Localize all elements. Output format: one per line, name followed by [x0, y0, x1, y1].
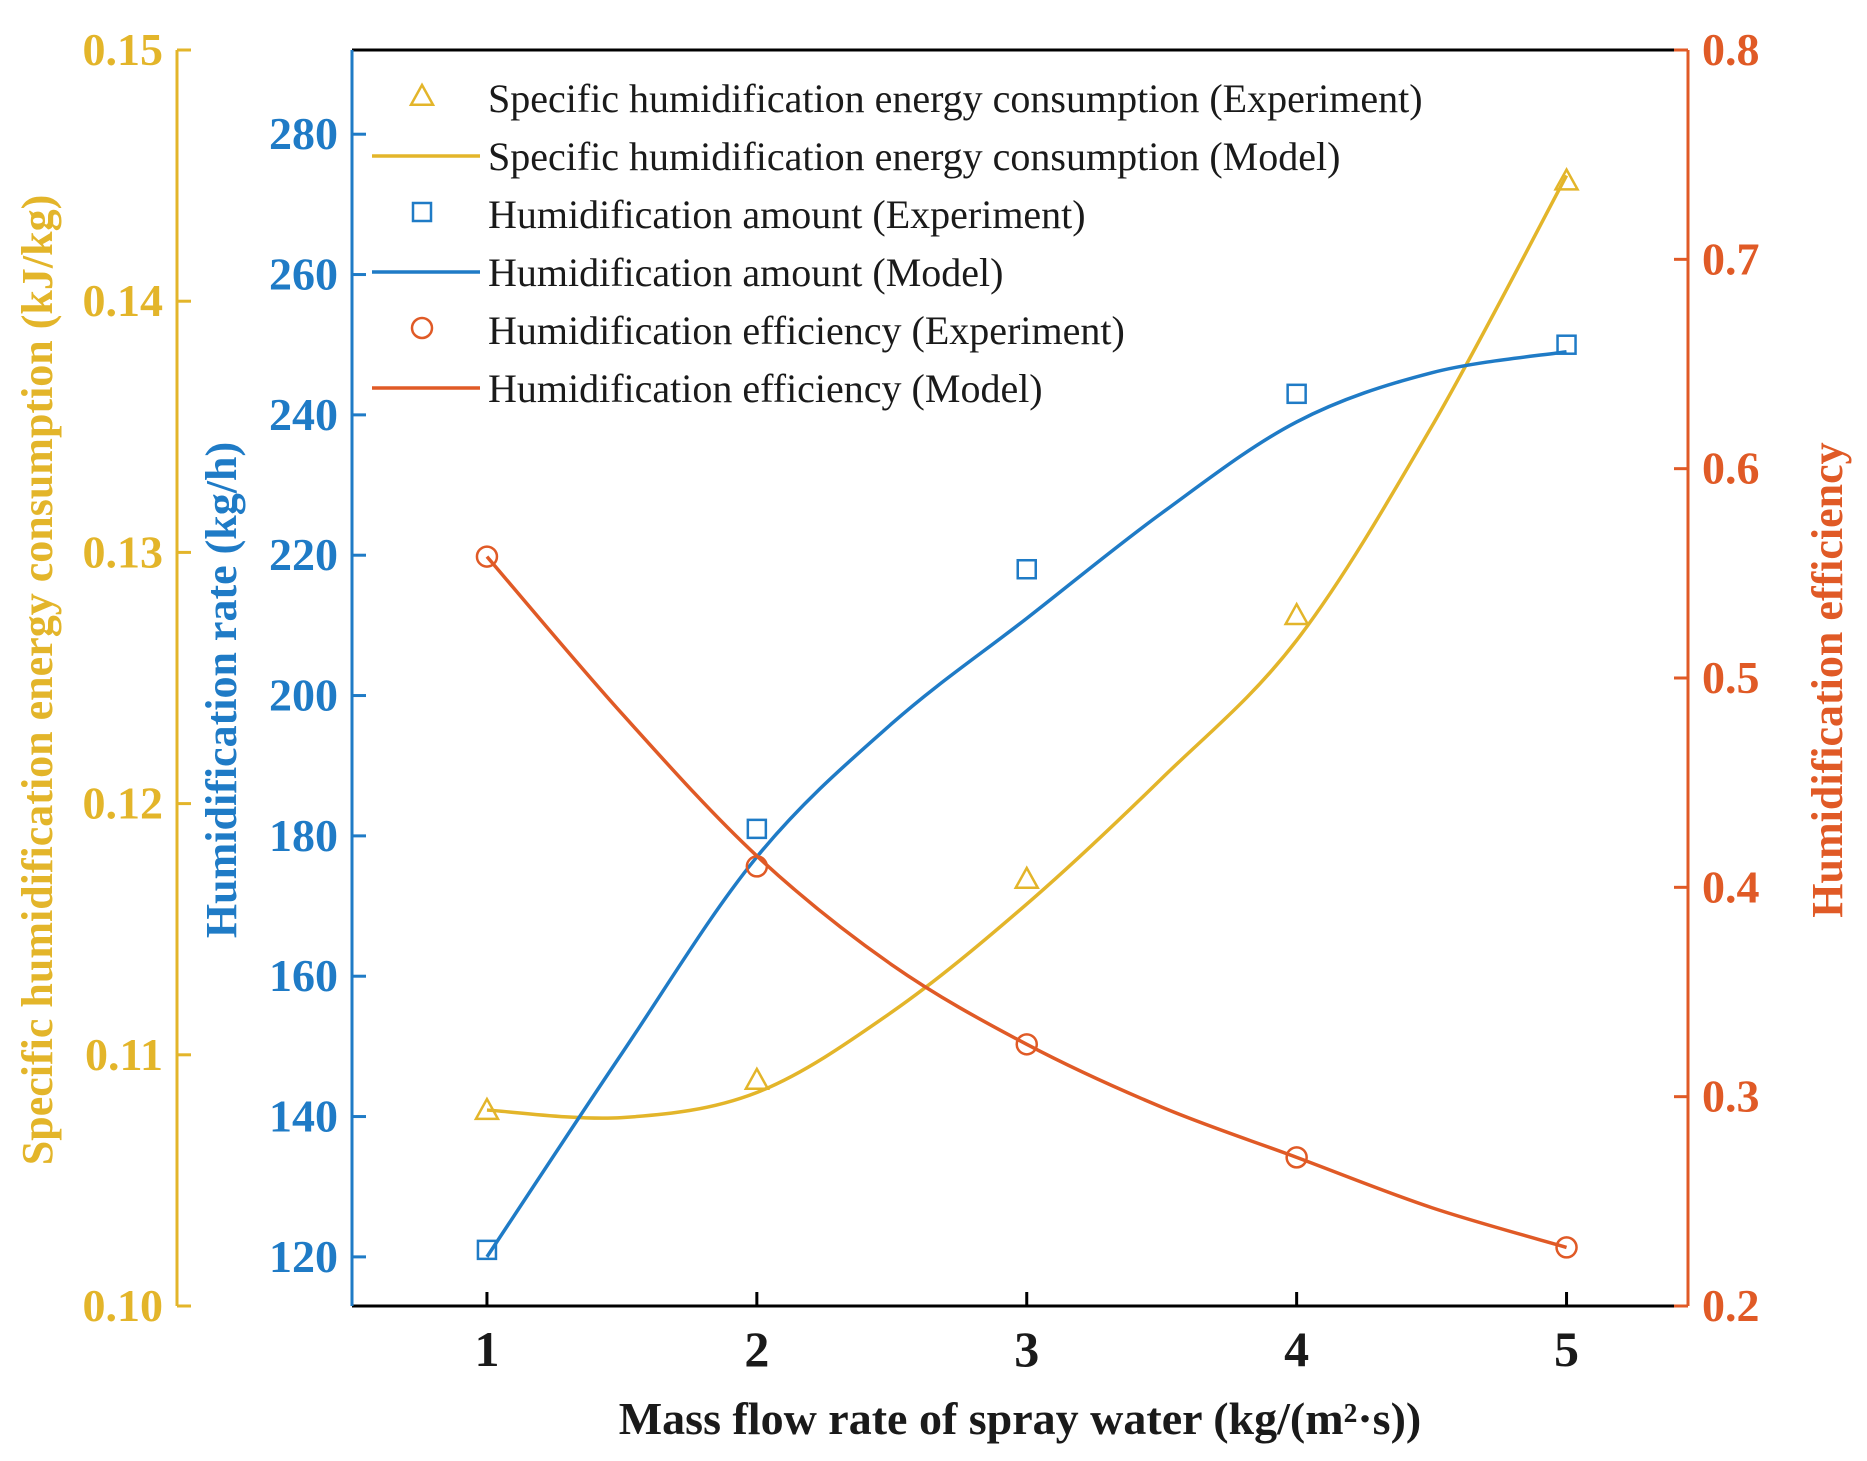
data-point — [476, 1239, 498, 1261]
left-outer-tick-label: 0.10 — [83, 1280, 164, 1331]
data-point — [475, 545, 499, 568]
left-inner-tick-label: 260 — [269, 249, 338, 300]
x-tick-label: 2 — [744, 1321, 769, 1377]
data-point — [1556, 334, 1577, 355]
left-outer-tick-label: 0.13 — [83, 526, 164, 577]
data-point — [1286, 383, 1307, 405]
legend-label: Specific humidification energy consumpti… — [488, 76, 1423, 121]
left-outer-axis-title: Specific humidification energy consumpti… — [13, 195, 62, 1166]
left-outer-tick-label: 0.11 — [85, 1029, 163, 1080]
series-layer — [473, 167, 1580, 1261]
legend-label: Humidification amount (Experiment) — [488, 192, 1086, 237]
x-ticks: 1 2 3 4 5 — [474, 1292, 1579, 1377]
right-ticks: 0.2 0.3 0.4 0.5 0.6 0.7 0.8 — [1674, 24, 1760, 1331]
left-outer-tick-label: 0.12 — [83, 778, 164, 829]
left-outer-tick-label: 0.15 — [83, 24, 164, 75]
left-inner-tick-label: 240 — [269, 389, 338, 440]
left-inner-tick-label: 200 — [269, 670, 338, 721]
x-tick-label: 1 — [474, 1321, 499, 1377]
left-inner-tick-label: 180 — [269, 810, 338, 861]
right-tick-label: 0.8 — [1702, 24, 1760, 75]
data-point — [1016, 558, 1037, 580]
right-tick-label: 0.7 — [1702, 233, 1760, 284]
legend-label: Humidification efficiency (Experiment) — [488, 308, 1125, 353]
right-tick-label: 0.4 — [1702, 861, 1760, 912]
right-axis-title: Humidification efficiency — [1803, 442, 1852, 917]
data-point — [1015, 1033, 1038, 1056]
data-point — [743, 1066, 770, 1090]
series-specific-humidification-energy-consumption-model — [486, 174, 1569, 1120]
data-point — [1285, 1146, 1308, 1169]
right-tick-label: 0.6 — [1702, 443, 1760, 494]
series-line — [486, 174, 1569, 1120]
left-outer-ticks: 0.10 0.11 0.12 0.13 0.14 0.15 — [83, 24, 191, 1331]
legend-label: Humidification amount (Model) — [488, 250, 1003, 295]
series-humidification-efficiency-model — [485, 555, 1568, 1250]
series-humidification-amount-experiment — [476, 334, 1577, 1261]
left-inner-tick-label: 160 — [269, 950, 338, 1001]
right-tick-label: 0.2 — [1702, 1280, 1760, 1331]
left-inner-axis-title: Humidification rate (kg/h) — [197, 442, 246, 938]
series-line — [485, 555, 1568, 1250]
left-inner-tick-label: 140 — [269, 1091, 338, 1142]
series-line — [485, 349, 1567, 1258]
left-inner-tick-label: 220 — [269, 529, 338, 580]
left-outer-tick-label: 0.14 — [83, 275, 164, 326]
x-tick-label: 5 — [1554, 1321, 1579, 1377]
data-point — [1553, 167, 1580, 191]
legend: Specific humidification energy consumpti… — [372, 76, 1423, 411]
data-point — [1013, 865, 1040, 890]
x-tick-label: 4 — [1284, 1321, 1309, 1377]
left-inner-tick-label: 280 — [269, 108, 338, 159]
data-point — [1283, 601, 1310, 626]
legend-label: Specific humidification energy consumpti… — [488, 134, 1340, 179]
legend-label: Humidification efficiency (Model) — [488, 366, 1043, 411]
left-inner-tick-label: 120 — [269, 1231, 338, 1282]
right-tick-label: 0.5 — [1702, 652, 1760, 703]
legend-marker-swatch — [411, 201, 433, 223]
data-point — [1555, 1236, 1578, 1259]
left-inner-ticks: 120 140 160 180 200 220 240 260 280 — [269, 108, 366, 1282]
series-humidification-amount-model — [485, 349, 1567, 1258]
x-tick-label: 3 — [1014, 1321, 1039, 1377]
legend-marker-swatch — [410, 316, 434, 340]
right-tick-label: 0.3 — [1702, 1071, 1760, 1122]
x-axis-title: Mass flow rate of spray water (kg/(m²·s)… — [619, 1393, 1421, 1444]
data-point — [746, 818, 768, 840]
legend-marker-swatch — [408, 82, 436, 107]
